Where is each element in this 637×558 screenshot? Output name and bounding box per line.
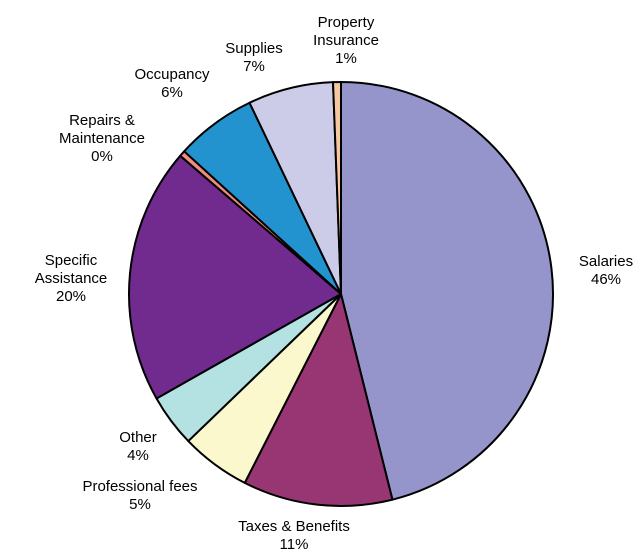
slice-percent-label: 46% xyxy=(591,271,621,288)
slice-label-text: Property xyxy=(318,14,375,31)
slice-label-text: Assistance xyxy=(35,270,108,287)
slice-label-text: Specific xyxy=(45,252,98,269)
slice-label-text: Maintenance xyxy=(59,130,145,147)
slice-label-text: Professional fees xyxy=(82,478,197,495)
slice-label-text: Insurance xyxy=(313,32,379,49)
slice-percent-label: 11% xyxy=(280,536,309,553)
slice-label-text: Repairs & xyxy=(69,112,135,129)
slice-percent-label: 6% xyxy=(161,84,183,101)
slice-percent-label: 4% xyxy=(127,447,149,464)
slice-percent-label: 7% xyxy=(243,58,265,75)
slice-label-text: Occupancy xyxy=(134,66,210,83)
slice-percent-label: 5% xyxy=(129,496,151,513)
slice-label-text: Other xyxy=(119,429,157,446)
pie-slices xyxy=(129,82,553,506)
slice-label-text: Supplies xyxy=(225,40,283,57)
slice-label-text: Salaries xyxy=(579,253,633,270)
slice-percent-label: 1% xyxy=(335,50,357,67)
slice-percent-label: 0% xyxy=(91,148,113,165)
slice-percent-label: 20% xyxy=(56,288,86,305)
slice-label-text: Taxes & Benefits xyxy=(238,518,350,535)
